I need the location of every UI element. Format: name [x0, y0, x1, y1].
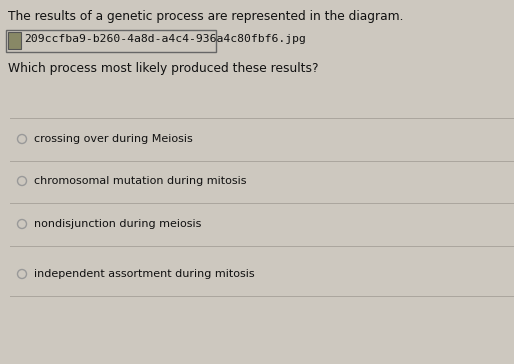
- Text: 209ccfba9-b260-4a8d-a4c4-936a4c80fbf6.jpg: 209ccfba9-b260-4a8d-a4c4-936a4c80fbf6.jp…: [24, 34, 306, 44]
- Text: crossing over during Meiosis: crossing over during Meiosis: [34, 134, 193, 144]
- FancyBboxPatch shape: [8, 32, 21, 49]
- Text: Which process most likely produced these results?: Which process most likely produced these…: [8, 62, 319, 75]
- Text: The results of a genetic process are represented in the diagram.: The results of a genetic process are rep…: [8, 10, 403, 23]
- Text: independent assortment during mitosis: independent assortment during mitosis: [34, 269, 254, 279]
- Text: nondisjunction during meiosis: nondisjunction during meiosis: [34, 219, 201, 229]
- FancyBboxPatch shape: [6, 30, 216, 52]
- Text: chromosomal mutation during mitosis: chromosomal mutation during mitosis: [34, 176, 247, 186]
